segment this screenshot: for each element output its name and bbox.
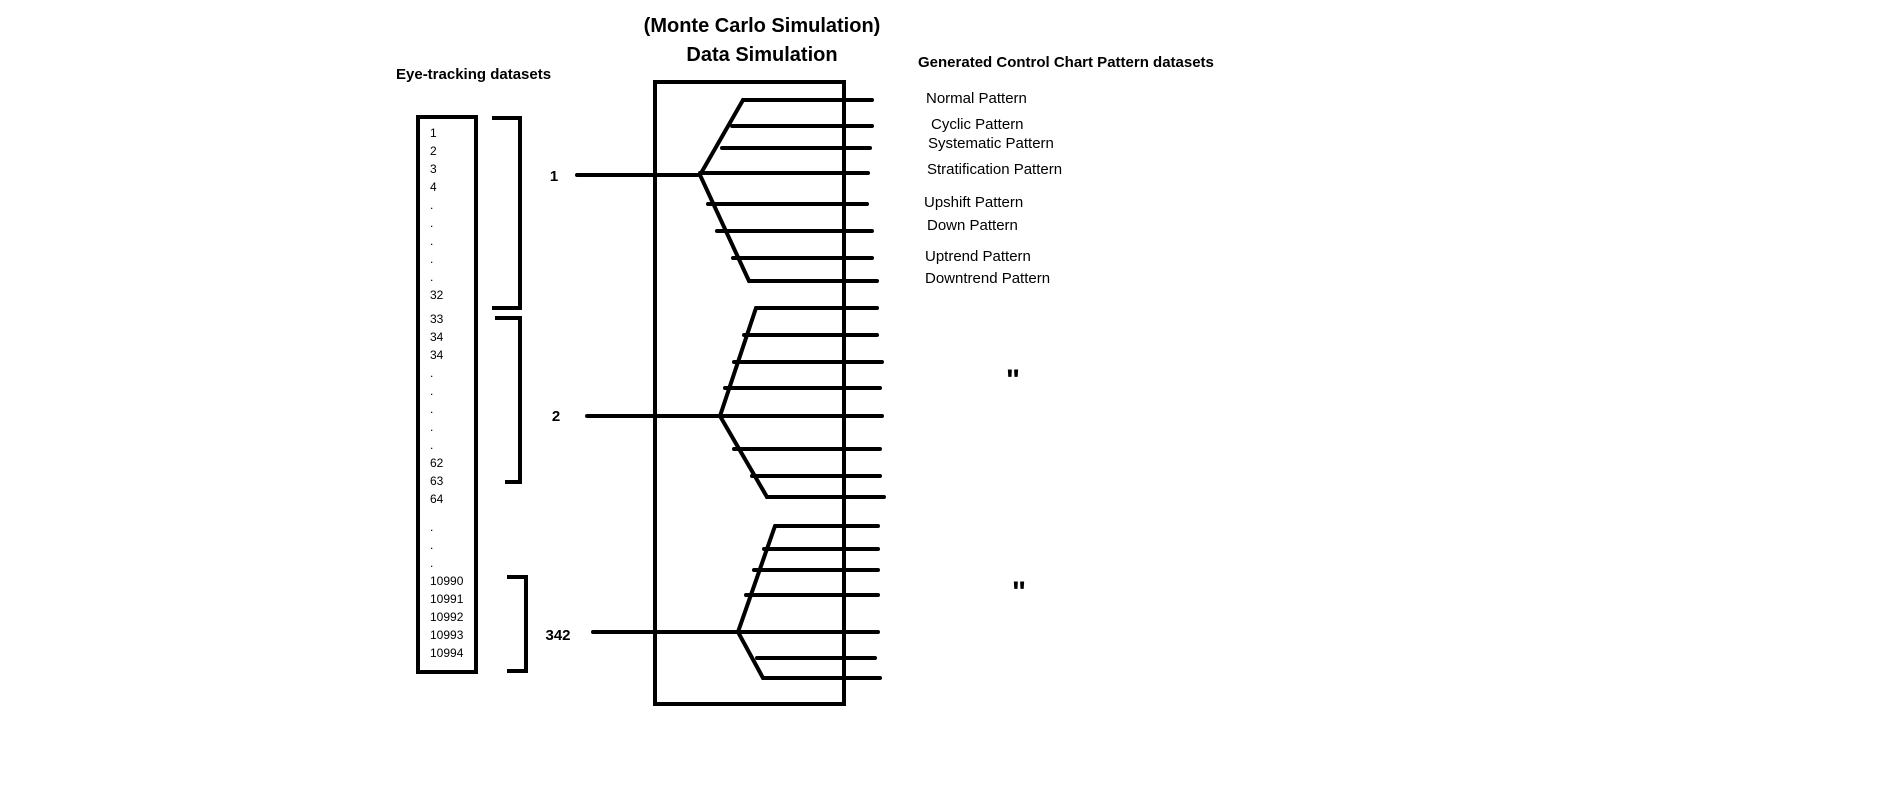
pattern-label-uptrend: Uptrend Pattern (925, 248, 1031, 265)
group-label-2: 2 (552, 408, 560, 425)
dataset-list-box (416, 115, 478, 674)
eye-tracking-datasets-heading: Eye-tracking datasets (396, 66, 551, 83)
diagram-title-line-1: (Monte Carlo Simulation) (644, 15, 881, 37)
dataset-number: 32 (430, 288, 444, 302)
dataset-number: 10991 (430, 592, 464, 606)
branch-tree-group-1 (575, 98, 879, 283)
dataset-number: 10992 (430, 610, 464, 624)
dataset-number: 4 (430, 180, 437, 194)
dataset-number: . (430, 234, 433, 248)
dataset-number: 33 (430, 312, 444, 326)
dataset-number: 10994 (430, 646, 464, 660)
dataset-number: 3 (430, 162, 437, 176)
diagram-title-line-2: Data Simulation (686, 44, 837, 66)
dataset-number: 1 (430, 126, 437, 140)
pattern-label-normal: Normal Pattern (926, 90, 1027, 107)
group-bracket-1 (492, 116, 522, 310)
ditto-mark-group-342: " (1012, 576, 1026, 609)
pattern-label-stratification: Stratification Pattern (927, 161, 1062, 178)
dataset-number: 2 (430, 144, 437, 158)
dataset-number: . (430, 384, 433, 398)
dataset-number: . (430, 538, 433, 552)
dataset-number: 34 (430, 330, 444, 344)
dataset-number: . (430, 366, 433, 380)
dataset-number: 10990 (430, 574, 464, 588)
group-bracket-342 (507, 575, 528, 673)
dataset-number: . (430, 438, 433, 452)
pattern-label-cyclic: Cyclic Pattern (931, 116, 1024, 133)
dataset-number: 63 (430, 474, 444, 488)
dataset-number: 34 (430, 348, 444, 362)
branch-tree-group-2 (585, 306, 886, 499)
dataset-number: 10993 (430, 628, 464, 642)
simulation-box (653, 80, 846, 706)
dataset-number: . (430, 216, 433, 230)
dataset-number: . (430, 420, 433, 434)
group-label-1: 1 (550, 168, 558, 185)
dataset-number: 64 (430, 492, 444, 506)
dataset-number-list: 1234.....32333434.....626364...109901099… (430, 126, 464, 660)
dataset-number: . (430, 556, 433, 570)
dataset-number: . (430, 402, 433, 416)
dataset-number: . (430, 198, 433, 212)
dataset-number: . (430, 270, 433, 284)
group-bracket-2 (495, 316, 522, 484)
dataset-number: 62 (430, 456, 444, 470)
generated-patterns-heading: Generated Control Chart Pattern datasets (918, 54, 1214, 71)
pattern-label-downtrend: Downtrend Pattern (925, 270, 1050, 287)
branch-tree-group-342 (591, 524, 882, 680)
dataset-number: . (430, 520, 433, 534)
ditto-mark-group-2: " (1006, 364, 1020, 397)
pattern-label-upshift: Upshift Pattern (924, 194, 1023, 211)
pattern-label-systematic: Systematic Pattern (928, 135, 1054, 152)
group-label-342: 342 (545, 627, 570, 644)
dataset-number: . (430, 252, 433, 266)
pattern-label-down: Down Pattern (927, 217, 1018, 234)
